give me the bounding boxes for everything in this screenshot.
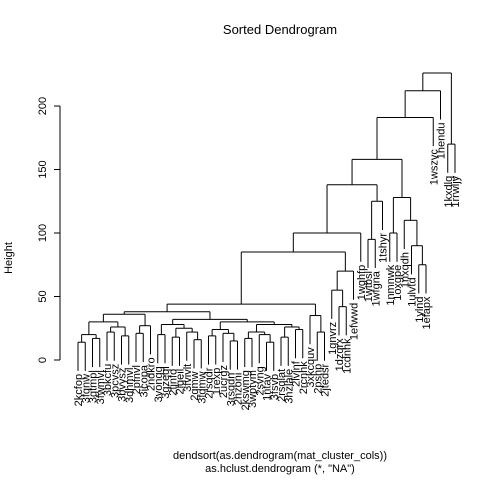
leaf-label: 1rrwljy — [450, 175, 462, 207]
leaf-label: 1wghfp — [356, 265, 368, 300]
leaf-label: 1efwwd — [349, 303, 361, 340]
leaf-label: 3vongg — [153, 366, 165, 402]
leaf-label: 3fqnw — [80, 374, 92, 403]
leaf-label: 3bvysz — [117, 368, 129, 402]
y-tick-label: 50 — [37, 290, 49, 302]
leaf-label: 2fjnfo — [167, 369, 179, 396]
leaf-label: 2hzoni — [233, 373, 245, 405]
chart-title: Sorted Dendrogram — [223, 22, 337, 37]
leaf-label: 2pfnvl — [131, 365, 143, 394]
leaf-label: 1gnvrz — [327, 322, 339, 355]
leaf-label: 3fvivlt — [182, 364, 194, 392]
leaf-label: 1cdnhk — [341, 338, 353, 374]
leaf-label: 2kcfop — [73, 374, 85, 406]
leaf-label: 3fqmw — [196, 371, 208, 403]
y-tick-label: 0 — [37, 357, 49, 363]
leaf-label: 1ulvtd — [407, 277, 419, 306]
leaf-label: 3xkcquv — [305, 347, 317, 388]
leaf-label: 2rsqdr — [204, 367, 216, 399]
leaf-label: 1rexp — [211, 368, 223, 396]
leaf-label: 3bkcfu — [102, 364, 114, 396]
leaf-label: 2ucrgz — [218, 365, 230, 398]
leaf-label: 1ylnd — [414, 296, 426, 322]
y-tick-label: 200 — [37, 97, 49, 115]
leaf-label: 3gtmpl — [88, 370, 100, 403]
leaf-label: 1wfgna — [370, 270, 382, 306]
leaf-label: 1wszvc — [428, 149, 440, 186]
leaf-label: 2svng — [254, 366, 266, 395]
leaf-label: 2lvlnf — [291, 360, 303, 387]
leaf-label: 3fwmvl — [95, 370, 107, 404]
leaf-label: 3wptym — [247, 370, 259, 408]
leaf-label: 2pshp — [312, 364, 324, 394]
leaf-label: 1oxgpe — [392, 265, 404, 301]
leaf-label: 2rsqlat — [276, 369, 288, 402]
leaf-label: 2jtedsr — [320, 363, 332, 396]
leaf-label: 3dhmvl — [124, 368, 136, 403]
leaf-label: 1nxqdh — [399, 252, 411, 288]
leaf-label: 1kxdlg — [443, 176, 455, 208]
y-axis-label: Height — [3, 242, 15, 274]
leaf-label: 3gzeqi — [160, 366, 172, 398]
leaf-label: 1nmnwk — [385, 264, 397, 305]
leaf-label: 2ndkro — [146, 357, 158, 391]
leaf-label: 2qmw — [189, 371, 201, 400]
leaf-label: 1ntav — [262, 373, 274, 400]
x-axis-subtitle: as.hclust.dendrogram (*, "NA") — [205, 463, 355, 475]
leaf-label: 1hendu — [436, 122, 448, 159]
leaf-label: 3icopa — [138, 364, 150, 397]
leaf-label: 1efapx — [421, 296, 433, 330]
leaf-label: 3hzlale — [283, 369, 295, 404]
leaf-label: 3fsvb — [269, 374, 281, 400]
leaf-label: 2lqeil — [175, 369, 187, 395]
y-tick-label: 100 — [37, 224, 49, 242]
leaf-label: 3rsqdn — [225, 373, 237, 407]
leaf-label: 1dzqrx — [334, 338, 346, 372]
leaf-label: 3pcvsz — [109, 364, 121, 398]
leaf-label: 2kswmg — [240, 370, 252, 410]
leaf-label: 2rcnhk — [298, 361, 310, 395]
leaf-label: 1tshyr — [378, 233, 390, 263]
y-tick-label: 150 — [37, 160, 49, 178]
leaf-label: 1wtbsl — [363, 271, 375, 302]
x-axis-label: dendsort(as.dendrogram(mat_cluster_cols)… — [173, 450, 387, 462]
